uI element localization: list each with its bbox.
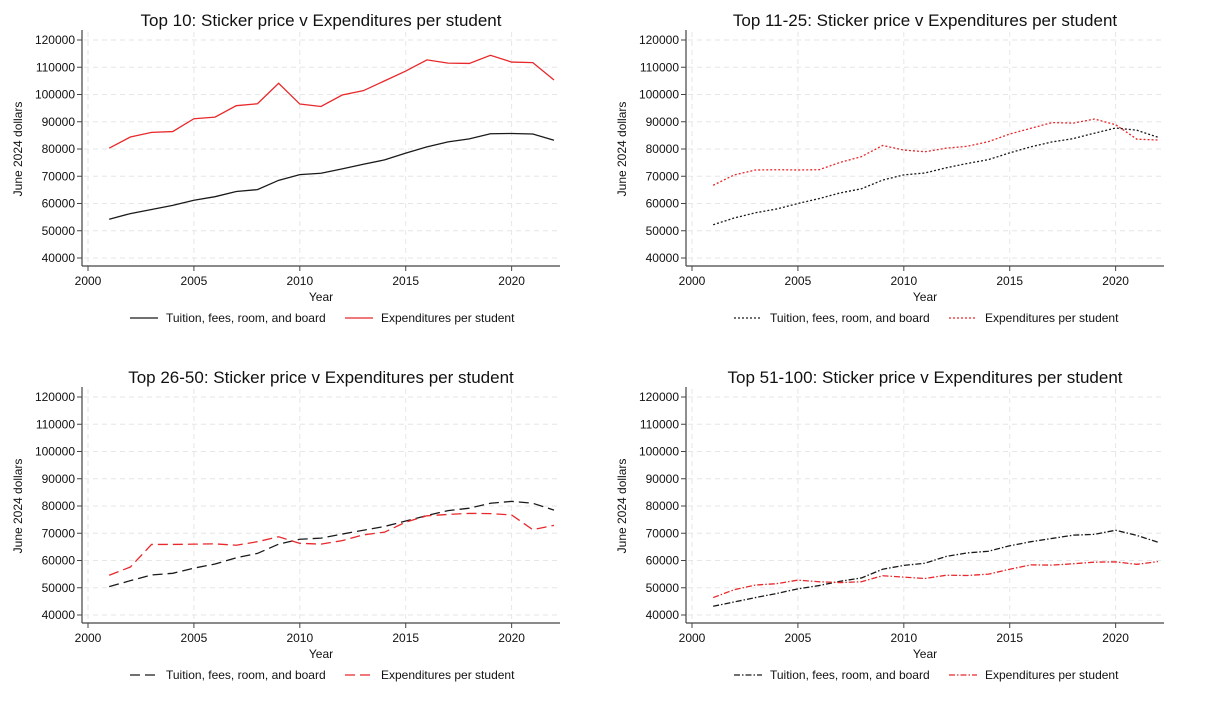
x-tick-label: 2000	[679, 274, 706, 288]
chart-title: Top 10: Sticker price v Expenditures per…	[141, 11, 502, 30]
y-axis-label: June 2024 dollars	[615, 459, 629, 554]
series-line-expenditures	[713, 562, 1158, 598]
x-tick-label: 2015	[996, 631, 1023, 645]
y-tick-label: 110000	[36, 60, 75, 74]
legend-label: Tuition, fees, room, and board	[770, 311, 930, 325]
chart-top-11-25: Top 11-25: Sticker price v Expenditures …	[604, 0, 1208, 357]
y-axis-label: June 2024 dollars	[11, 459, 25, 554]
x-tick-label: 2000	[75, 274, 102, 288]
y-tick-label: 100000	[35, 445, 75, 459]
x-tick-label: 2010	[890, 274, 917, 288]
y-tick-label: 40000	[42, 608, 76, 622]
y-tick-label: 50000	[646, 581, 680, 595]
x-tick-label: 2005	[785, 631, 812, 645]
y-tick-label: 120000	[35, 390, 75, 404]
legend-label: Expenditures per student	[381, 668, 515, 682]
chart-top-51-100: Top 51-100: Sticker price v Expenditures…	[604, 357, 1208, 714]
chart-title: Top 11-25: Sticker price v Expenditures …	[733, 11, 1118, 30]
legend-label: Tuition, fees, room, and board	[166, 311, 326, 325]
series-line-expenditures	[713, 119, 1158, 185]
y-tick-label: 70000	[42, 526, 76, 540]
y-tick-label: 100000	[639, 88, 679, 102]
y-axis-label: June 2024 dollars	[615, 102, 629, 197]
y-tick-label: 90000	[42, 115, 76, 129]
y-tick-label: 90000	[646, 115, 680, 129]
y-tick-label: 80000	[646, 142, 680, 156]
chart-title: Top 51-100: Sticker price v Expenditures…	[728, 368, 1123, 387]
chart-svg: Top 26-50: Sticker price v Expenditures …	[0, 357, 604, 714]
x-tick-label: 2000	[75, 631, 102, 645]
x-tick-label: 2015	[392, 631, 419, 645]
y-tick-label: 100000	[639, 445, 679, 459]
y-tick-label: 50000	[42, 224, 76, 238]
y-tick-label: 110000	[640, 417, 679, 431]
x-tick-label: 2005	[785, 274, 812, 288]
y-tick-label: 50000	[42, 581, 76, 595]
x-axis-label: Year	[913, 647, 937, 661]
x-tick-label: 2010	[286, 631, 313, 645]
y-tick-label: 70000	[42, 169, 76, 183]
y-tick-label: 60000	[646, 554, 680, 568]
y-tick-label: 40000	[42, 251, 76, 265]
y-tick-label: 120000	[35, 33, 75, 47]
series-line-expenditures	[109, 513, 554, 575]
chart-title: Top 26-50: Sticker price v Expenditures …	[128, 368, 514, 387]
legend-label: Tuition, fees, room, and board	[166, 668, 326, 682]
legend-label: Expenditures per student	[985, 311, 1119, 325]
legend-label: Expenditures per student	[985, 668, 1119, 682]
y-tick-label: 80000	[646, 499, 680, 513]
series-line-tuition	[713, 530, 1158, 606]
x-axis-label: Year	[309, 290, 333, 304]
y-tick-label: 40000	[646, 608, 680, 622]
x-tick-label: 2020	[1102, 631, 1129, 645]
y-tick-label: 70000	[646, 526, 680, 540]
y-tick-label: 120000	[639, 390, 679, 404]
y-tick-label: 70000	[646, 169, 680, 183]
y-tick-label: 50000	[646, 224, 680, 238]
y-tick-label: 60000	[646, 197, 680, 211]
y-tick-label: 80000	[42, 142, 76, 156]
x-tick-label: 2015	[392, 274, 419, 288]
chart-top-10: Top 10: Sticker price v Expenditures per…	[0, 0, 604, 357]
x-tick-label: 2010	[286, 274, 313, 288]
y-tick-label: 110000	[36, 417, 75, 431]
y-tick-label: 60000	[42, 197, 76, 211]
x-tick-label: 2015	[996, 274, 1023, 288]
y-tick-label: 40000	[646, 251, 680, 265]
x-tick-label: 2020	[1102, 274, 1129, 288]
x-axis-label: Year	[913, 290, 937, 304]
x-tick-label: 2010	[890, 631, 917, 645]
y-tick-label: 110000	[640, 60, 679, 74]
y-tick-label: 100000	[35, 88, 75, 102]
legend-label: Tuition, fees, room, and board	[770, 668, 930, 682]
x-tick-label: 2000	[679, 631, 706, 645]
chart-top-26-50: Top 26-50: Sticker price v Expenditures …	[0, 357, 604, 714]
x-tick-label: 2020	[498, 631, 525, 645]
x-tick-label: 2020	[498, 274, 525, 288]
x-tick-label: 2005	[181, 274, 208, 288]
chart-svg: Top 10: Sticker price v Expenditures per…	[0, 0, 604, 357]
x-axis-label: Year	[309, 647, 333, 661]
y-tick-label: 120000	[639, 33, 679, 47]
y-tick-label: 90000	[646, 472, 680, 486]
y-tick-label: 80000	[42, 499, 76, 513]
y-tick-label: 60000	[42, 554, 76, 568]
chart-svg: Top 51-100: Sticker price v Expenditures…	[604, 357, 1208, 714]
y-tick-label: 90000	[42, 472, 76, 486]
y-axis-label: June 2024 dollars	[11, 102, 25, 197]
legend-label: Expenditures per student	[381, 311, 515, 325]
chart-svg: Top 11-25: Sticker price v Expenditures …	[604, 0, 1208, 357]
x-tick-label: 2005	[181, 631, 208, 645]
